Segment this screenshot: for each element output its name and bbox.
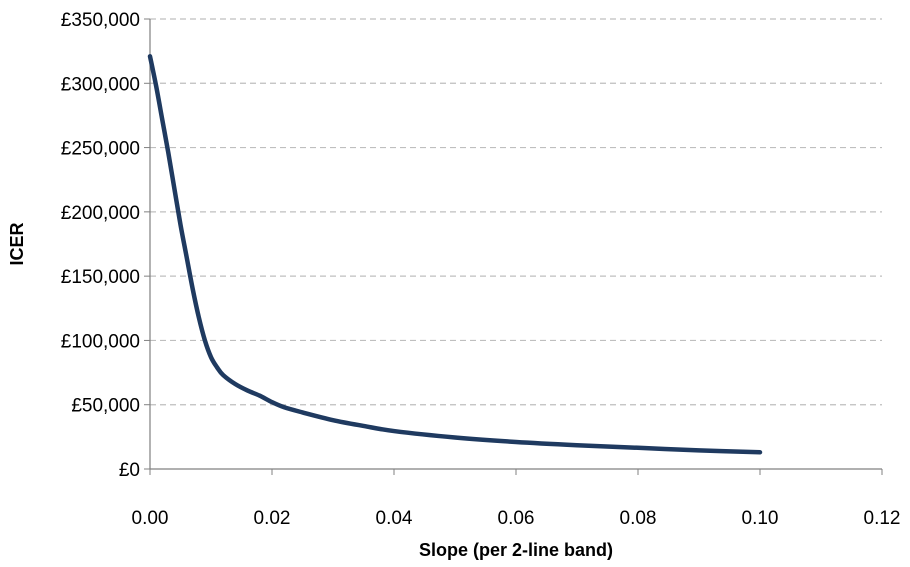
y-tick-label: £350,000 <box>61 10 140 31</box>
x-tick-labels: 0.00 0.02 0.04 0.06 0.08 0.10 0.12 <box>132 508 901 529</box>
y-tick-label: £250,000 <box>61 139 140 160</box>
axes <box>144 18 883 475</box>
y-tick-label: £200,000 <box>61 203 140 224</box>
gridlines <box>150 18 882 406</box>
icer-series-line <box>147 54 763 455</box>
x-tick-label: 0.02 <box>254 508 291 529</box>
y-tick-label: £0 <box>119 460 140 481</box>
x-tick-label: 0.00 <box>132 508 169 529</box>
x-tick-label: 0.06 <box>498 508 535 529</box>
y-tick-label: £150,000 <box>61 267 140 288</box>
y-tick-label: £300,000 <box>61 74 140 95</box>
y-tick-label: £100,000 <box>61 331 140 352</box>
x-tick-label: 0.08 <box>620 508 657 529</box>
x-tick-label: 0.04 <box>376 508 413 529</box>
y-tick-labels: £0 £50,000 £100,000 £150,000 £200,000 £250,00… <box>61 10 140 481</box>
x-axis-title: Slope (per 2-line band) <box>419 540 613 560</box>
series-layer <box>147 54 763 455</box>
y-axis-title: ICER <box>7 222 27 265</box>
x-tick-label: 0.12 <box>864 508 901 529</box>
x-tick-label: 0.10 <box>742 508 779 529</box>
y-tick-label: £50,000 <box>71 396 140 417</box>
